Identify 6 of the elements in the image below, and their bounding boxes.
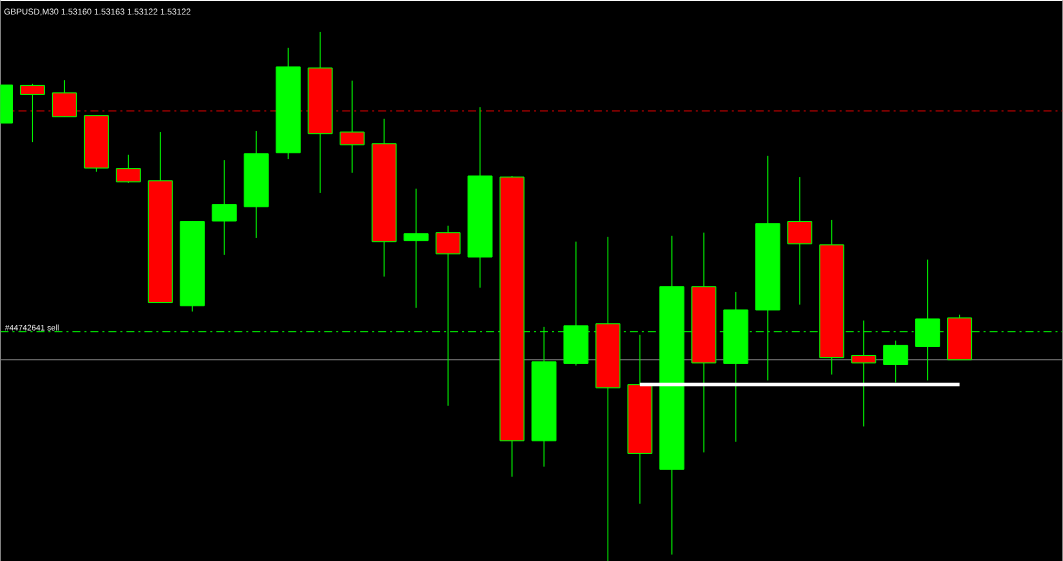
candlestick	[403, 187, 429, 309]
chart-title: GBPUSD,M30 1.53160 1.53163 1.53122 1.53122	[4, 8, 191, 16]
candlestick	[883, 339, 909, 383]
candlestick	[787, 176, 813, 305]
candlestick	[115, 154, 141, 184]
candlestick	[211, 159, 237, 256]
